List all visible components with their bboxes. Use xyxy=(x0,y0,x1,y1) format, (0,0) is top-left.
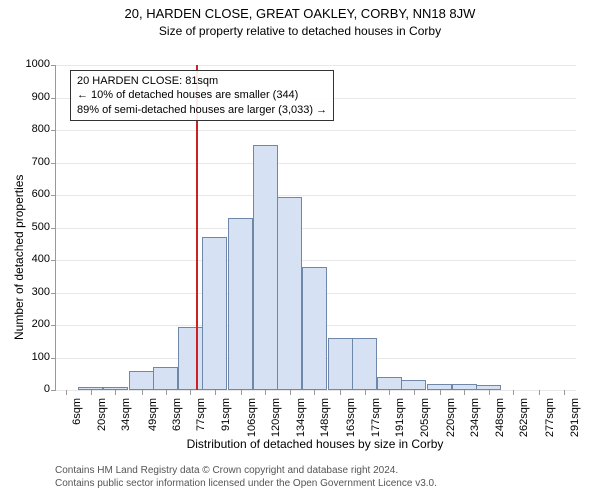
histogram-bar xyxy=(328,338,353,390)
ytick-label: 800 xyxy=(20,123,50,135)
xtick-label: 134sqm xyxy=(295,398,307,438)
ytick-label: 100 xyxy=(20,351,50,363)
gridline xyxy=(56,260,576,261)
ytick-label: 600 xyxy=(20,188,50,200)
histogram-bar xyxy=(352,338,377,390)
ytick-mark xyxy=(51,195,56,196)
gridline xyxy=(56,228,576,229)
xtick-label: 191sqm xyxy=(394,398,406,438)
xtick-label: 248sqm xyxy=(494,398,506,438)
histogram-bar xyxy=(377,377,402,390)
xtick-label: 163sqm xyxy=(345,398,357,438)
xtick-mark xyxy=(215,390,216,395)
xtick-mark xyxy=(166,390,167,395)
xtick-mark xyxy=(142,390,143,395)
footer-line1: Contains HM Land Registry data © Crown c… xyxy=(55,465,398,476)
annotation-line3: 89% of semi-detached houses are larger (… xyxy=(77,103,327,117)
annotation-line2: ← 10% of detached houses are smaller (34… xyxy=(77,88,327,102)
gridline xyxy=(56,195,576,196)
xtick-mark xyxy=(440,390,441,395)
xtick-label: 63sqm xyxy=(171,398,183,438)
xtick-mark xyxy=(389,390,390,395)
histogram-bar xyxy=(153,367,178,390)
xtick-label: 91sqm xyxy=(220,398,232,438)
xtick-label: 177sqm xyxy=(370,398,382,438)
xtick-mark xyxy=(241,390,242,395)
ytick-mark xyxy=(51,390,56,391)
ytick-label: 0 xyxy=(20,383,50,395)
xtick-mark xyxy=(265,390,266,395)
xtick-label: 148sqm xyxy=(319,398,331,438)
xtick-label: 205sqm xyxy=(419,398,431,438)
ytick-label: 300 xyxy=(20,286,50,298)
xtick-mark xyxy=(115,390,116,395)
xtick-mark xyxy=(564,390,565,395)
chart-subtitle: Size of property relative to detached ho… xyxy=(0,24,600,38)
gridline xyxy=(56,390,576,391)
ytick-mark xyxy=(51,130,56,131)
chart-title: 20, HARDEN CLOSE, GREAT OAKLEY, CORBY, N… xyxy=(0,6,600,21)
xtick-mark xyxy=(513,390,514,395)
xtick-mark xyxy=(340,390,341,395)
xtick-mark xyxy=(365,390,366,395)
histogram-bar xyxy=(129,371,154,391)
ytick-mark xyxy=(51,228,56,229)
histogram-bar xyxy=(401,380,426,390)
gridline xyxy=(56,65,576,66)
ytick-label: 400 xyxy=(20,253,50,265)
ytick-mark xyxy=(51,325,56,326)
annotation-line1: 20 HARDEN CLOSE: 81sqm xyxy=(77,74,327,88)
histogram-bar xyxy=(302,267,327,391)
xtick-mark xyxy=(91,390,92,395)
xtick-label: 262sqm xyxy=(518,398,530,438)
xtick-label: 106sqm xyxy=(246,398,258,438)
ytick-label: 700 xyxy=(20,156,50,168)
x-axis-label: Distribution of detached houses by size … xyxy=(55,437,575,451)
ytick-label: 200 xyxy=(20,318,50,330)
xtick-mark xyxy=(290,390,291,395)
ytick-mark xyxy=(51,260,56,261)
xtick-label: 220sqm xyxy=(445,398,457,438)
ytick-mark xyxy=(51,358,56,359)
footer-line2: Contains public sector information licen… xyxy=(55,478,437,489)
gridline xyxy=(56,130,576,131)
ytick-label: 1000 xyxy=(20,58,50,70)
xtick-mark xyxy=(464,390,465,395)
xtick-label: 291sqm xyxy=(569,398,581,438)
ytick-mark xyxy=(51,98,56,99)
gridline xyxy=(56,163,576,164)
histogram-bar xyxy=(178,327,203,390)
xtick-label: 6sqm xyxy=(71,398,83,438)
ytick-mark xyxy=(51,163,56,164)
histogram-bar xyxy=(228,218,253,390)
ytick-label: 500 xyxy=(20,221,50,233)
xtick-mark xyxy=(66,390,67,395)
xtick-label: 20sqm xyxy=(96,398,108,438)
xtick-mark xyxy=(190,390,191,395)
chart-container: 20, HARDEN CLOSE, GREAT OAKLEY, CORBY, N… xyxy=(0,0,600,500)
xtick-mark xyxy=(314,390,315,395)
ytick-label: 900 xyxy=(20,91,50,103)
xtick-label: 120sqm xyxy=(270,398,282,438)
histogram-bar xyxy=(253,145,278,390)
xtick-mark xyxy=(489,390,490,395)
ytick-mark xyxy=(51,293,56,294)
histogram-bar xyxy=(202,237,227,390)
histogram-bar xyxy=(277,197,302,390)
xtick-mark xyxy=(539,390,540,395)
ytick-mark xyxy=(51,65,56,66)
xtick-label: 49sqm xyxy=(147,398,159,438)
annotation-box: 20 HARDEN CLOSE: 81sqm ← 10% of detached… xyxy=(70,70,334,121)
xtick-mark xyxy=(414,390,415,395)
xtick-label: 277sqm xyxy=(544,398,556,438)
xtick-label: 34sqm xyxy=(120,398,132,438)
xtick-label: 234sqm xyxy=(469,398,481,438)
xtick-label: 77sqm xyxy=(195,398,207,438)
